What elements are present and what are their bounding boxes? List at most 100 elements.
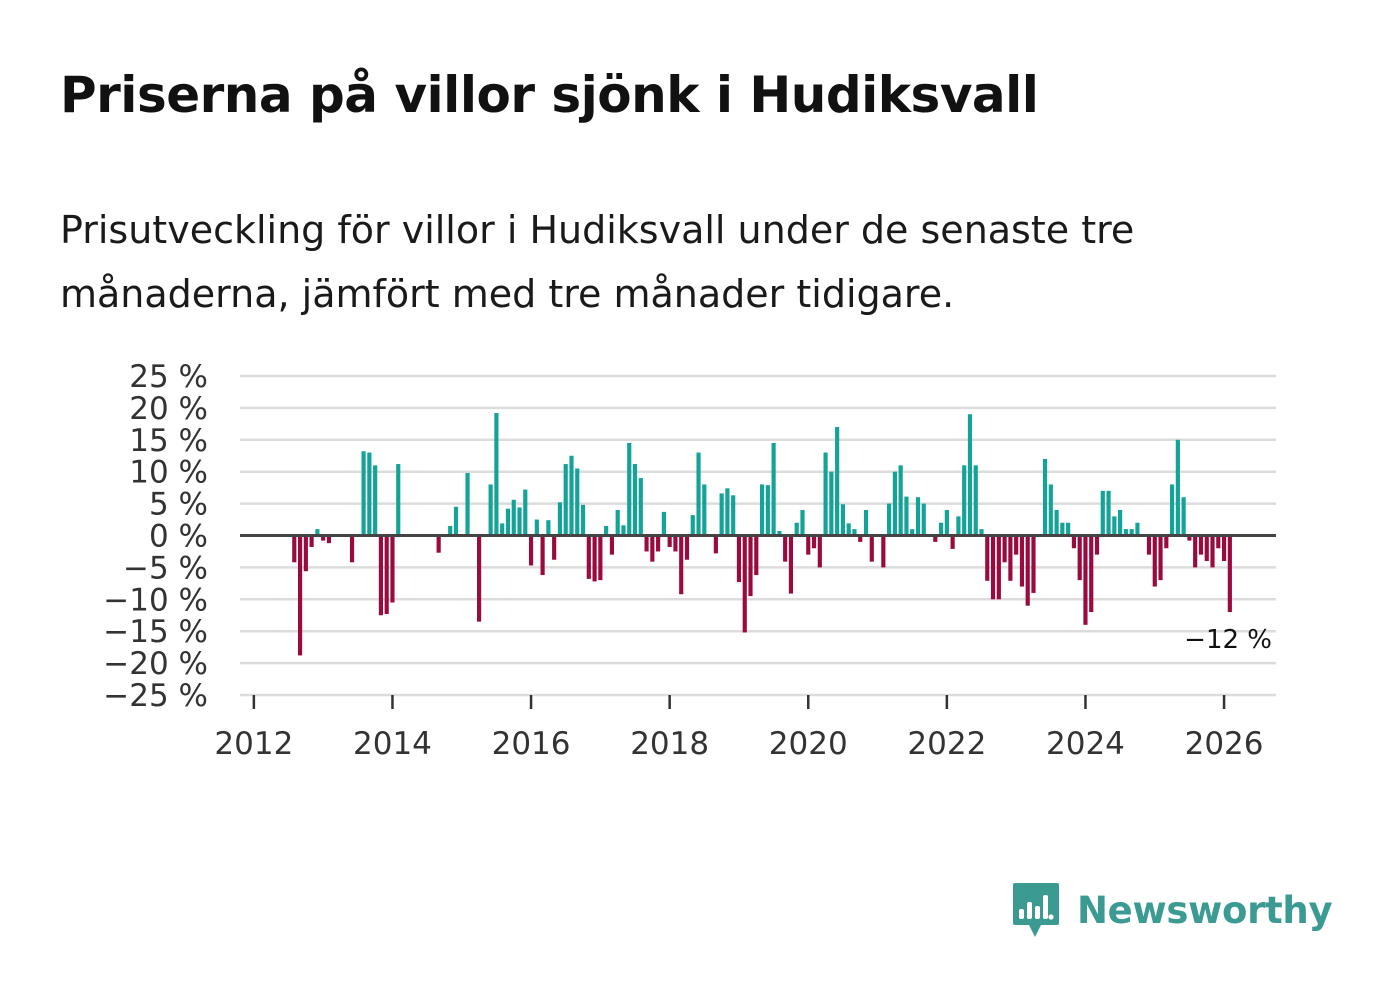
x-tick-label: 2022	[907, 726, 986, 762]
bar	[979, 529, 984, 536]
bar	[1060, 522, 1065, 536]
bar	[488, 484, 493, 536]
x-tick-label: 2012	[214, 726, 293, 762]
bar	[1014, 535, 1019, 555]
bar	[921, 503, 926, 536]
bar	[1031, 535, 1036, 593]
bar	[361, 451, 366, 536]
bar	[1019, 535, 1025, 587]
bar	[881, 535, 886, 568]
bar	[996, 535, 1001, 600]
bar	[1123, 529, 1128, 536]
bar	[725, 488, 730, 536]
bar	[661, 511, 666, 536]
x-tick-label: 2024	[1046, 726, 1125, 762]
y-tick-label: 0 %	[149, 519, 208, 555]
bar	[829, 471, 834, 536]
bar	[771, 442, 776, 536]
bar	[1227, 535, 1232, 613]
bar	[580, 504, 586, 536]
bar	[933, 535, 938, 542]
bar	[956, 516, 961, 536]
bar	[690, 515, 695, 536]
bar	[1158, 535, 1163, 581]
bar	[367, 452, 372, 536]
bar	[684, 535, 690, 560]
bar	[552, 535, 557, 560]
bar	[1083, 535, 1088, 625]
bar	[465, 472, 470, 536]
bar	[436, 535, 441, 553]
bar	[800, 509, 805, 536]
y-tick-label: 5 %	[149, 487, 208, 523]
x-axis: 2012 2014 2016 2018 2020 2022 2024 2026	[214, 694, 1276, 762]
bar	[1118, 509, 1123, 536]
y-tick-label: 10 %	[129, 455, 208, 491]
bar	[598, 535, 603, 581]
bar	[1146, 535, 1152, 555]
bar	[1216, 535, 1221, 549]
bar	[719, 493, 724, 536]
bar	[546, 520, 551, 536]
bar	[1112, 516, 1117, 536]
bar	[713, 535, 718, 554]
y-tick-label: 15 %	[129, 423, 208, 459]
bar	[326, 535, 332, 544]
bar	[1008, 535, 1013, 581]
bar	[950, 535, 955, 549]
bar	[748, 535, 753, 597]
bar	[835, 427, 840, 536]
bar	[373, 465, 378, 536]
bar	[523, 489, 528, 536]
bar	[644, 535, 649, 552]
bar	[794, 522, 799, 536]
bar	[378, 535, 383, 616]
page-title: Priserna på villor sjönk i Hudiksvall	[60, 66, 1039, 124]
bar	[517, 507, 522, 536]
y-tick-label: −25 %	[103, 678, 208, 714]
bar	[990, 535, 996, 600]
bar	[309, 535, 314, 547]
bar	[840, 504, 845, 536]
bar	[563, 464, 568, 536]
bar	[627, 442, 632, 536]
bar	[1002, 535, 1007, 563]
bar	[1042, 458, 1048, 536]
last-value-label: −12 %	[1184, 625, 1272, 655]
bar	[1221, 535, 1227, 562]
bar	[540, 535, 545, 576]
bar	[575, 468, 580, 536]
bar	[944, 509, 949, 536]
bar	[887, 503, 892, 536]
bar	[846, 523, 851, 536]
bar	[500, 523, 505, 536]
y-tick-label: −15 %	[103, 614, 208, 650]
bar	[811, 535, 817, 549]
bar	[962, 465, 967, 536]
bar	[702, 484, 707, 536]
bar	[396, 464, 401, 536]
bar	[904, 496, 909, 536]
bar	[528, 535, 534, 566]
bar	[384, 535, 389, 614]
bar	[1106, 490, 1111, 536]
bar	[505, 508, 511, 536]
bar	[621, 525, 626, 536]
bar	[604, 525, 609, 536]
bar	[1048, 484, 1053, 536]
bar	[297, 535, 303, 656]
bar	[650, 535, 655, 562]
x-tick-label: 2014	[353, 726, 432, 762]
bar	[349, 535, 355, 563]
bar-chart-speech-bubble-icon	[1013, 883, 1059, 937]
bar	[477, 535, 482, 622]
bar	[1100, 490, 1105, 536]
bar	[1152, 535, 1157, 587]
bar	[1089, 535, 1094, 613]
x-tick-label: 2018	[630, 726, 709, 762]
bar	[869, 535, 874, 562]
bar	[973, 465, 978, 536]
y-axis-labels: 25 %20 %15 %10 %5 %0 %−5 %−10 %−15 %−20 …	[103, 359, 208, 714]
bars	[292, 413, 1232, 656]
